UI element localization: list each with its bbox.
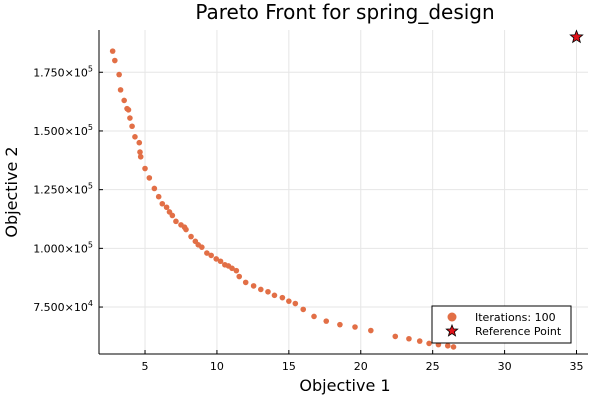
y-tick-label: 1.750×105 <box>33 64 93 79</box>
data-point <box>258 286 264 293</box>
data-point <box>279 294 286 301</box>
data-point <box>183 226 189 233</box>
legend-label-reference: Reference Point <box>475 325 562 338</box>
data-point <box>300 306 307 313</box>
data-point <box>146 175 153 181</box>
data-point <box>121 97 127 104</box>
legend-marker-iterations <box>447 312 457 322</box>
data-point <box>127 115 133 121</box>
data-point <box>163 204 170 211</box>
data-point <box>142 165 148 172</box>
data-point <box>271 292 278 299</box>
legend-marker-reference <box>445 323 459 337</box>
x-tick-label: 30 <box>498 360 512 373</box>
data-point <box>137 153 144 160</box>
data-point <box>213 256 220 262</box>
data-points <box>109 29 584 350</box>
data-point <box>392 333 399 340</box>
y-tick-label: 1.250×105 <box>33 182 93 197</box>
data-point <box>109 48 116 54</box>
data-point <box>132 134 138 140</box>
chart-title: Pareto Front for spring_design <box>195 0 494 24</box>
legend: Iterations: 100 Reference Point <box>431 305 572 344</box>
x-tick-label: 10 <box>210 360 224 373</box>
y-tick-label: 7.500×104 <box>33 299 93 314</box>
data-point <box>208 252 214 259</box>
axes <box>98 30 588 355</box>
y-tick-label: 1.500×105 <box>33 123 93 138</box>
reference-star-icon <box>445 323 459 337</box>
data-point <box>265 288 271 295</box>
data-point <box>169 212 176 219</box>
data-point <box>242 279 249 286</box>
y-axis-label: Objective 2 <box>2 146 21 237</box>
data-point <box>450 344 457 350</box>
grid <box>99 30 588 354</box>
data-point <box>337 321 343 328</box>
data-point <box>129 123 135 130</box>
data-point <box>217 258 224 265</box>
data-point <box>155 193 162 200</box>
data-point <box>323 318 330 324</box>
data-point <box>125 107 132 113</box>
x-tick-label: 20 <box>354 360 368 373</box>
x-tick-label: 35 <box>569 360 583 373</box>
data-point <box>229 265 235 272</box>
x-tick-label: 25 <box>426 360 440 373</box>
data-point <box>204 250 210 256</box>
x-tick-label: 5 <box>142 360 149 373</box>
x-axis-label: Objective 1 <box>299 376 390 395</box>
data-point <box>426 340 432 347</box>
legend-label-iterations: Iterations: 100 <box>475 311 556 324</box>
data-point <box>233 267 240 274</box>
data-point <box>188 233 194 240</box>
data-point <box>112 57 118 64</box>
data-point <box>292 300 299 307</box>
data-point <box>352 324 358 330</box>
data-point <box>406 335 412 342</box>
tick-labels: 5 10 15 20 25 30 35 7.500×104 1.000×105 1.250×105… <box>33 64 583 373</box>
data-point <box>159 200 166 207</box>
data-point <box>136 139 143 146</box>
data-point <box>117 87 124 93</box>
x-tick-label: 15 <box>282 360 296 373</box>
data-point <box>116 71 122 78</box>
legend-box <box>431 305 572 344</box>
data-point <box>137 149 143 155</box>
data-point <box>286 298 292 304</box>
data-point <box>368 327 374 334</box>
data-point <box>416 338 423 344</box>
data-point <box>173 218 179 225</box>
data-point <box>199 244 205 250</box>
data-point <box>444 342 451 349</box>
y-tick-label: 1.000×105 <box>33 240 93 255</box>
data-point <box>236 273 243 280</box>
data-point <box>311 313 317 320</box>
data-point <box>250 283 257 289</box>
reference-point-star <box>569 29 584 44</box>
data-point <box>151 185 158 192</box>
